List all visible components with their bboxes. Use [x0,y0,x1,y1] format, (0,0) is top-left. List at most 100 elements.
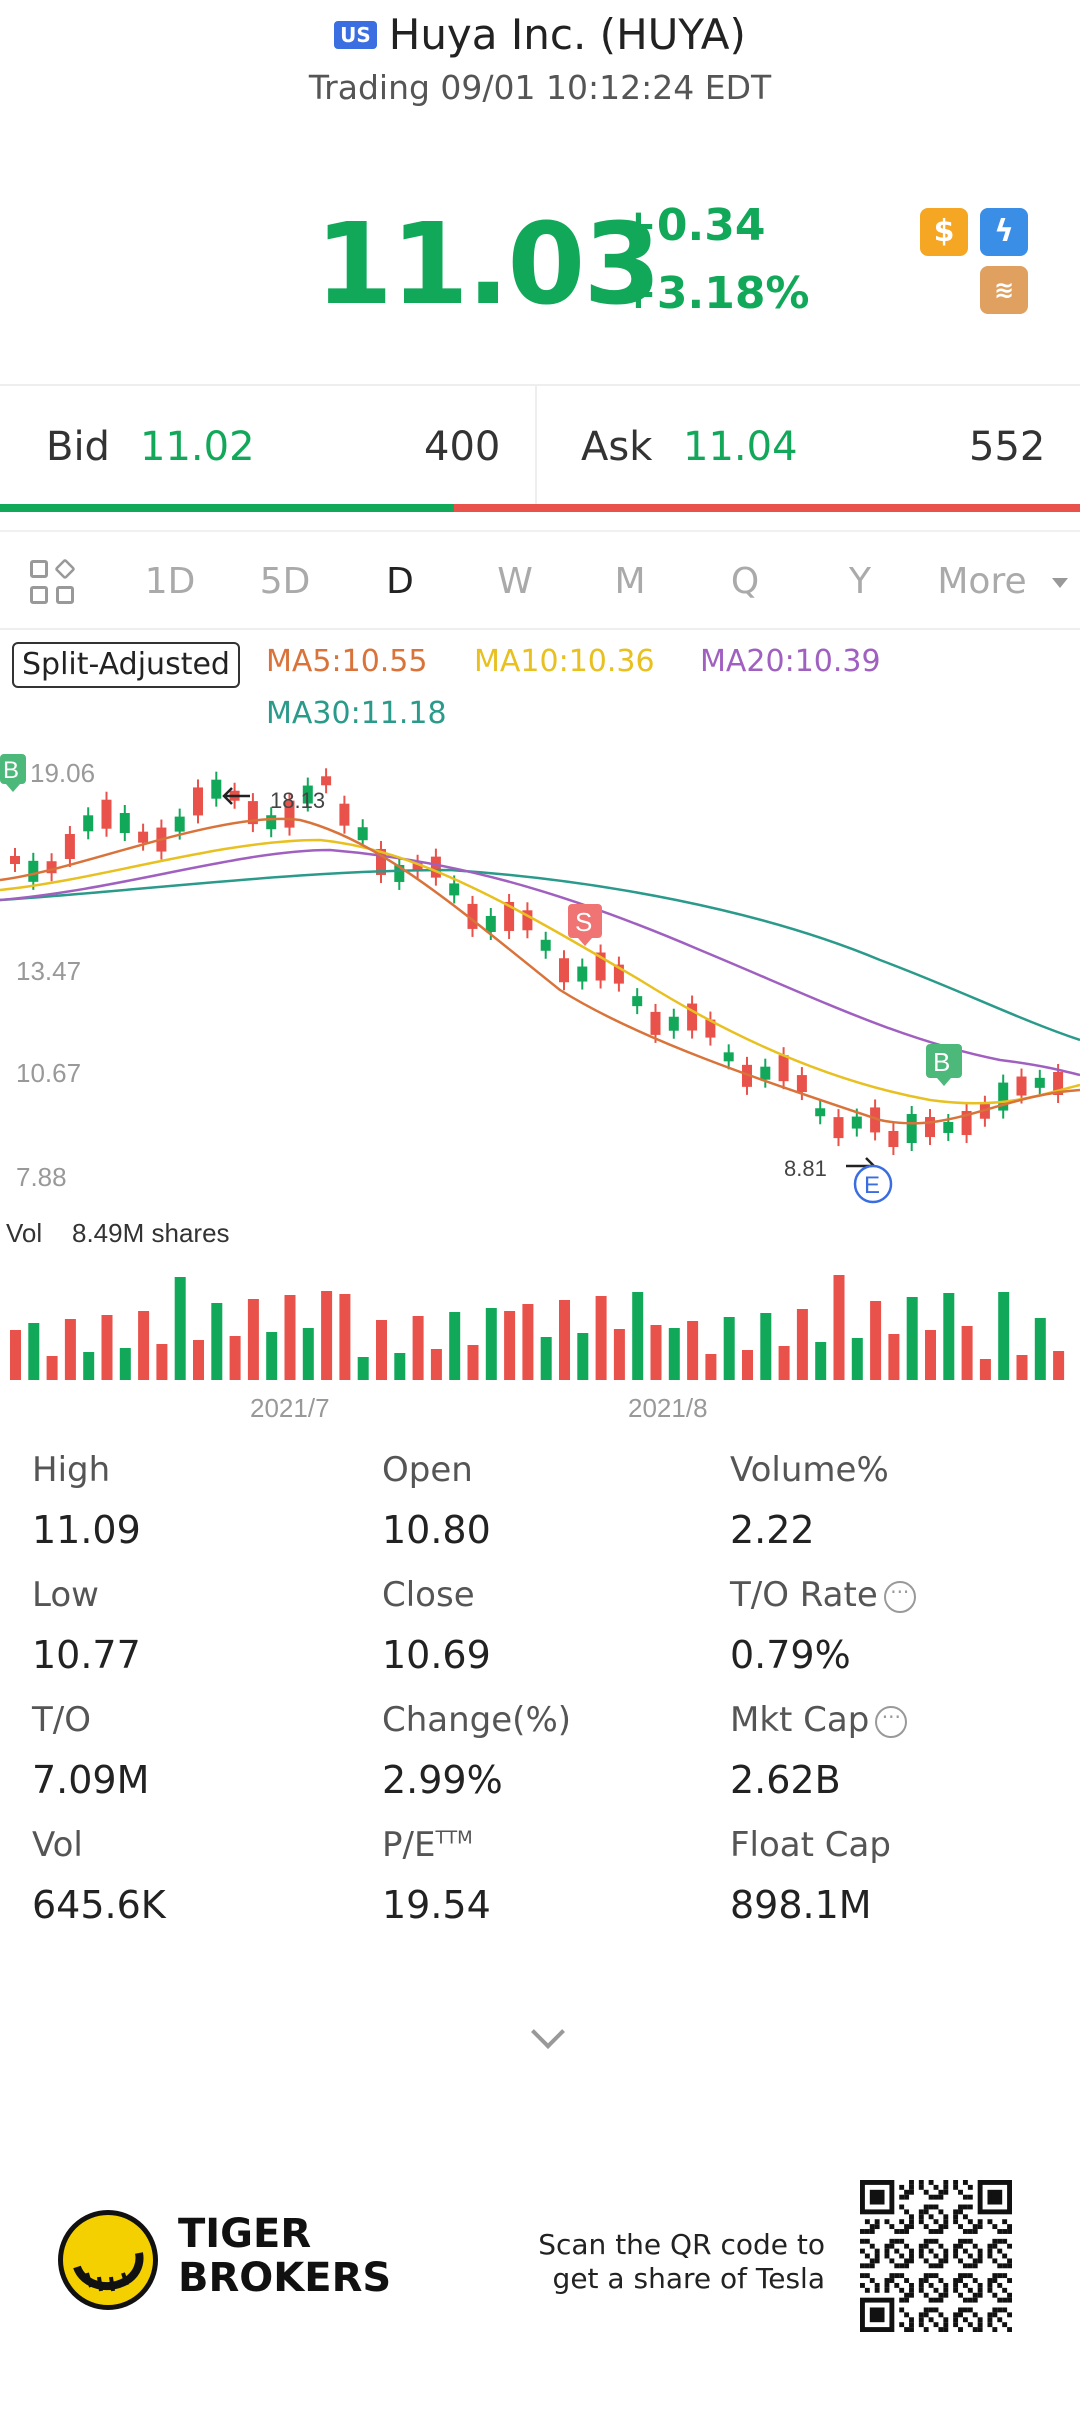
qr-finder [987,2189,1003,2205]
qr-module [864,2273,870,2279]
qr-module [967,2194,973,2200]
tab-q[interactable]: Q [730,561,760,602]
qr-module [904,2209,910,2215]
qr-module [987,2253,993,2259]
volume-bar [998,1292,1010,1380]
tab-1d[interactable]: 1D [144,561,196,602]
qr-module [869,2229,875,2234]
last-price: 11.03 [315,200,661,330]
volume-bar [742,1350,753,1380]
qr-module [933,2297,939,2303]
qr-code[interactable] [860,2180,1012,2332]
volume-bar [1053,1351,1065,1380]
qr-module [933,2194,939,2200]
qr-module [962,2317,968,2323]
volume-bar [376,1320,387,1380]
stat-vol-value: 645.6K [32,1883,166,1927]
candle [1034,1077,1045,1088]
qr-module [977,2317,983,2323]
qr-module [923,2312,929,2318]
brand-name: TIGER BROKERS [178,2212,391,2300]
qr-module [958,2312,963,2318]
tab-5d[interactable]: 5D [259,561,311,602]
sell-marker[interactable]: S [568,904,602,946]
to-rate-info-icon[interactable]: ··· [883,1580,916,1613]
candle [1053,1071,1064,1095]
stat-mkt-cap-text: Mkt Cap [730,1700,870,1740]
qr-module [958,2292,963,2298]
candle [46,861,57,874]
tab-w[interactable]: W [497,561,533,602]
volume-bar [870,1301,882,1380]
mkt-cap-info-icon[interactable]: ··· [875,1705,908,1738]
candle [28,860,39,882]
price-chart[interactable]: 19.06 13.47 10.67 7.88 18.13 8.81 B S B … [0,740,1080,1420]
qr-module [977,2258,983,2264]
buy-marker-1[interactable]: B [0,754,26,792]
split-adjusted-toggle[interactable]: Split-Adjusted [12,642,240,688]
ma30-line [0,868,1080,1042]
qr-module [997,2317,1003,2323]
qr-module [953,2214,959,2220]
qr-module [1007,2278,1012,2283]
qr-finder [869,2189,885,2205]
volume-bar [925,1330,936,1380]
qr-module [933,2287,939,2293]
candle [632,996,643,1007]
qr-module [992,2307,998,2313]
qr-module [953,2312,959,2318]
volume-bar [815,1342,827,1380]
layers-icon[interactable]: ≋ [980,266,1028,314]
candle [559,958,569,983]
lightning-icon[interactable]: ϟ [980,208,1028,256]
qr-module [869,2278,875,2283]
candle [247,801,258,825]
qr-module [953,2219,959,2225]
svg-text:B: B [3,757,19,784]
dollar-icon[interactable]: $ [920,208,968,256]
candle [760,1066,771,1080]
qr-module [943,2258,949,2264]
qr-module [909,2219,914,2225]
high-marker-arrow [222,787,250,805]
qr-module [938,2292,944,2298]
qr-module [894,2238,900,2244]
qr-module [933,2322,939,2328]
qr-module [992,2243,998,2249]
qr-module [953,2253,959,2259]
layout-grid-icon[interactable] [30,558,76,606]
tab-d[interactable]: D [386,561,414,602]
candle [339,803,350,826]
tab-y[interactable]: Y [849,561,871,602]
qr-module [943,2180,949,2185]
qr-module [884,2248,890,2254]
volume-bar [943,1293,955,1380]
buy-marker-2[interactable]: B [926,1044,962,1086]
volume-bar [174,1277,186,1380]
stat-float-cap-label: Float Cap [730,1825,891,1865]
qr-module [918,2180,924,2185]
qr-module [958,2278,963,2283]
more-dropdown-icon[interactable] [1052,578,1068,588]
earnings-marker[interactable]: E [853,1164,893,1204]
qr-module [860,2263,865,2269]
candle [64,833,75,859]
qr-module [889,2273,895,2279]
qr-module [928,2317,934,2323]
qr-module [909,2189,914,2195]
qr-module [967,2204,973,2210]
tab-m[interactable]: M [614,561,646,602]
qr-module [958,2273,963,2279]
candle [796,1075,807,1093]
qr-module [923,2307,929,2313]
volume-value: 8.49M shares [72,1218,230,1248]
expand-chevron-icon[interactable] [531,2015,565,2049]
qr-module [933,2273,939,2279]
stock-title: Huya Inc. (HUYA) [388,10,746,59]
tab-more[interactable]: More [937,561,1027,602]
qr-module [992,2327,998,2332]
qr-module [943,2224,949,2230]
candle [723,1052,734,1062]
svg-text:E: E [864,1172,880,1199]
candle [83,815,94,832]
